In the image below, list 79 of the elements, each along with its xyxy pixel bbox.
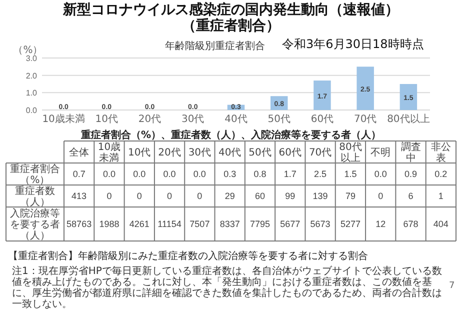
bar: [314, 80, 331, 110]
bar: [356, 66, 374, 110]
y-tick-label: 2.0: [26, 71, 38, 80]
data-label: 12: [376, 219, 386, 229]
data-label: 4261: [129, 219, 150, 229]
data-label: 0.0: [102, 169, 116, 179]
x-tick-label: 20代: [138, 114, 162, 125]
data-label: 7795: [250, 219, 270, 229]
text: 【重症者割合】年齢階級別にみた重症者数の入院治療等を要する者に対する割合: [8, 251, 369, 263]
data-label: 5673: [310, 219, 330, 229]
x-tick-label: 60代: [310, 114, 334, 125]
x-tick-label: 調査中: [400, 141, 421, 164]
data-label: 0.3: [224, 169, 236, 179]
chart-title: 新型コロナウイルス感染症の国内発生動向（速報値）（重症者割合）: [62, 2, 400, 34]
x-tick-label: 非公表: [430, 141, 451, 164]
data-label: 60: [254, 191, 266, 201]
x-tick-label: 10代: [128, 148, 151, 159]
data-label: 0.0: [374, 169, 387, 179]
x-tick-label: 10代: [95, 114, 118, 125]
x-tick-label: 40代: [218, 148, 242, 159]
x-tick-label: 20代: [158, 148, 181, 159]
x-tick-label: 30代: [188, 148, 212, 159]
data-label: 8337: [220, 219, 240, 229]
data-label: 5277: [340, 219, 360, 229]
text: 注1：現在厚労省HPで毎日更新している重症者数は、各自治体がウェブサイトで公表している数値を積み上げたものである。これに対し、本「発生動向」における重症者数は、この数値を基に、厚生労働省が都道府県に詳細を確認できた数値を集計したものであるため、両者の合計数は一致しない。: [12, 266, 443, 310]
x-tick-label: 50代: [268, 114, 290, 125]
data-label: 1.5: [344, 169, 357, 179]
x-tick-label: 80代以上: [339, 142, 362, 164]
data-label: 1.7: [284, 169, 296, 179]
data-label: 6: [408, 191, 414, 201]
data-label: 139: [312, 191, 328, 201]
y-tick-label: 3.0: [26, 54, 38, 63]
x-tick-label: 70代: [354, 114, 377, 125]
data-label: 5677: [280, 219, 300, 229]
x-tick-label: 10歳未満: [98, 141, 121, 164]
data-label: 58763: [66, 219, 92, 229]
x-tick-label: 30代: [182, 114, 204, 125]
x-tick-label: 10歳未満: [42, 113, 85, 125]
data-label: 0: [136, 191, 142, 201]
y-axis-title: （%）: [13, 45, 43, 56]
data-label: 413: [72, 191, 87, 201]
data-label: 678: [403, 219, 418, 229]
y-tick-label: 入院治療等を要する者（人）: [10, 208, 60, 242]
x-tick-label: 40代: [224, 114, 248, 125]
data-label: 0: [378, 191, 384, 201]
data-label: 0.2: [434, 169, 448, 179]
data-label: 7507: [190, 219, 210, 229]
data-label: 99: [285, 191, 296, 201]
chart-subtitle: 年齢階級別重症者割合: [164, 40, 266, 53]
data-label: 0.0: [133, 169, 146, 179]
data-label: 0: [167, 191, 172, 201]
x-tick-label: 不明: [370, 148, 391, 159]
data-label: 1988: [99, 219, 120, 229]
y-tick-label: 重症者数（人）: [15, 185, 55, 208]
data-label: 0.0: [193, 169, 206, 179]
x-tick-label: 80代以上: [387, 113, 430, 125]
y-tick-label: 1.0: [26, 88, 38, 98]
data-label: 0.7: [72, 169, 86, 179]
text: 令和3年6月30日18時時点: [282, 36, 424, 53]
y-tick-label: 重症者割合（%）: [10, 163, 60, 186]
x-tick-label: 50代: [248, 148, 272, 159]
data-label: 29: [224, 191, 235, 201]
data-label: 0.8: [254, 169, 266, 179]
data-label: 0.0: [163, 169, 176, 179]
data-label: 0: [197, 191, 202, 201]
data-label: 0.9: [404, 169, 418, 179]
data-label: 79: [345, 191, 356, 201]
x-tick-label: 全体: [69, 146, 90, 159]
text: 7: [449, 281, 455, 291]
y-tick-label: 0.0: [26, 106, 38, 115]
chart-title: 重症者割合（%）、重症者数（人）、入院治療等を要する者（人）: [80, 128, 382, 142]
data-label: 2.5: [314, 169, 327, 179]
data-label: 11154: [158, 219, 182, 229]
data-label: 1: [438, 191, 444, 201]
bar: [400, 84, 418, 110]
data-label: 0: [106, 191, 112, 201]
x-tick-label: 70代: [308, 148, 332, 159]
x-tick-label: 60代: [278, 148, 302, 159]
data-label: 404: [433, 219, 448, 229]
